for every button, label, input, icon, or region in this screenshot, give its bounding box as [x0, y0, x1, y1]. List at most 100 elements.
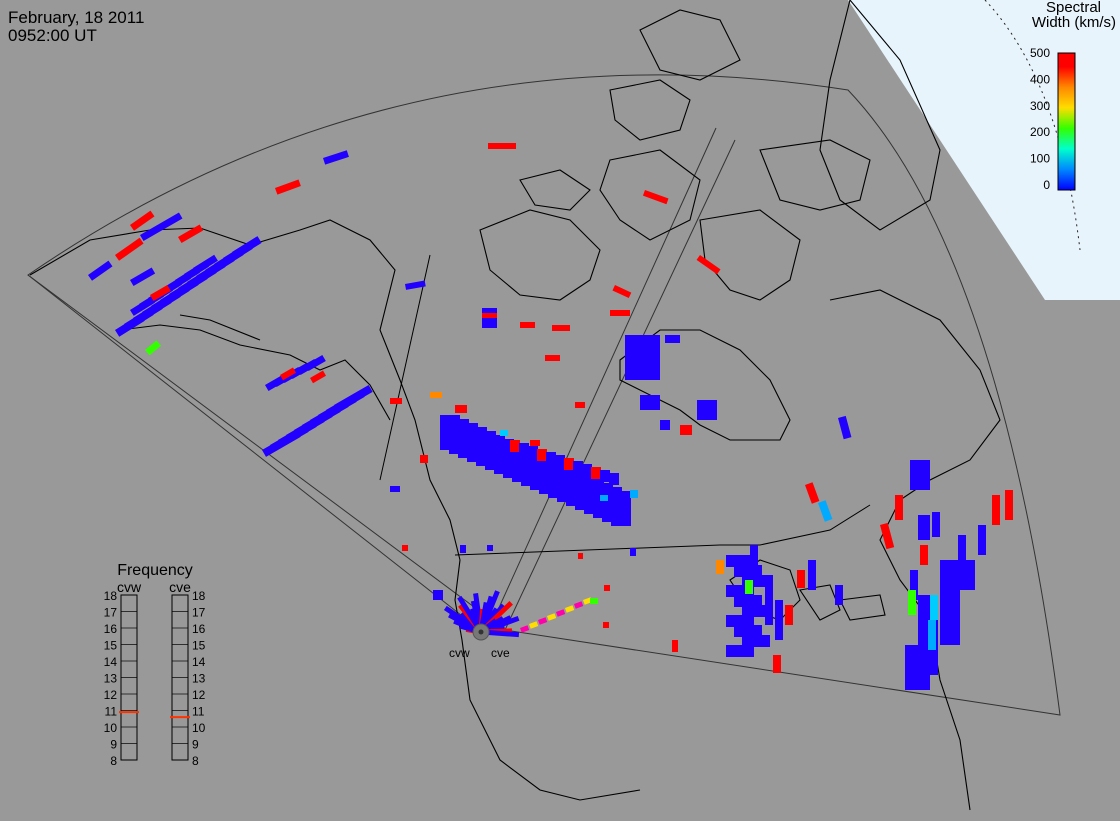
colorbar-tick-label: 300 [1030, 99, 1050, 113]
data-cell [734, 625, 762, 637]
data-cell [918, 515, 930, 540]
data-cell [488, 143, 516, 149]
data-cell [455, 405, 467, 413]
data-cell [726, 615, 754, 627]
frequency-title: Frequency [117, 562, 193, 579]
data-cell [920, 545, 928, 565]
data-cell [600, 470, 610, 482]
data-cell [604, 585, 610, 591]
data-cell [660, 420, 670, 430]
frequency-scale-left-label: 13 [104, 672, 118, 686]
data-cell [545, 355, 560, 361]
data-cell [742, 605, 770, 617]
data-cell [402, 545, 408, 551]
data-cell [537, 449, 547, 461]
data-cell [420, 455, 428, 463]
data-cell [680, 425, 692, 435]
data-cell [140, 212, 183, 242]
frequency-scale-left-label: 9 [110, 738, 117, 752]
colorbar: 500 400 300 200 100 0 [1030, 46, 1076, 192]
data-cell [520, 625, 530, 633]
frequency-scale-right-label: 18 [192, 589, 206, 603]
data-cell [726, 645, 754, 657]
data-cell [390, 398, 402, 404]
frequency-scale-right-label: 9 [192, 738, 199, 752]
data-cell [591, 467, 601, 479]
time-label: 0952:00 UT [8, 26, 97, 45]
data-cell [835, 585, 843, 605]
data-cell [304, 355, 326, 372]
frequency-scale-right-label: 10 [192, 721, 206, 735]
frequency-scale-right-label: 14 [192, 655, 206, 669]
data-cell [582, 464, 592, 476]
data-cell [908, 590, 916, 615]
data-cell [578, 553, 583, 559]
frequency-scale-right-label: 16 [192, 622, 206, 636]
data-cell [625, 335, 660, 380]
frequency-scale-right-label: 11 [192, 705, 205, 719]
date-label: February, 18 2011 [8, 8, 145, 27]
data-cell [178, 224, 204, 244]
data-cell [1005, 490, 1013, 520]
data-cell [773, 655, 781, 673]
colorbar-title-line2: Width (km/s) [1031, 14, 1116, 31]
radar-label-cvw: cvw [449, 646, 470, 660]
data-cell [734, 565, 762, 577]
data-cell [564, 458, 574, 470]
data-cell [930, 595, 938, 620]
data-cell [940, 590, 960, 645]
data-cell [529, 621, 539, 629]
data-cell [838, 415, 852, 440]
data-cell [546, 452, 556, 464]
frequency-gauge: Frequency cvw cve 18 18 17 17 16 16 15 15 14 14 13… [104, 562, 206, 768]
frequency-scale-left-label: 16 [104, 622, 118, 636]
data-cell [940, 560, 975, 590]
frequency-scale-left-label: 10 [104, 721, 118, 735]
data-cell [928, 620, 936, 650]
data-cell [556, 609, 566, 617]
data-cell [895, 495, 903, 520]
data-cell [611, 491, 631, 526]
data-cell [323, 150, 349, 165]
data-cell [630, 490, 638, 498]
data-cell [745, 580, 753, 594]
frequency-scale-right-label: 12 [192, 688, 206, 702]
data-cell [280, 367, 296, 381]
frequency-scale-left-label: 11 [105, 705, 118, 719]
frequency-scale-left-label: 12 [104, 688, 118, 702]
data-cell [992, 495, 1000, 525]
data-cell [538, 617, 548, 625]
data-cell [805, 482, 820, 504]
data-cell [734, 595, 762, 607]
data-cell [274, 179, 301, 195]
colorbar-title-line1: Spectral [1045, 0, 1101, 16]
frequency-scale-right-label: 8 [192, 754, 199, 768]
data-cell [603, 622, 609, 628]
data-cell [665, 335, 680, 343]
frequency-scale-left-label: 17 [104, 606, 118, 620]
frequency-scale-right-label: 17 [192, 606, 206, 620]
frequency-scale-right-label: 13 [192, 672, 206, 686]
data-cell [487, 545, 493, 551]
data-cell [519, 443, 529, 455]
data-cell [114, 237, 144, 261]
data-cell [575, 402, 585, 408]
data-cell [640, 395, 660, 410]
data-cell [765, 575, 773, 625]
data-cell [500, 430, 508, 436]
data-cell [528, 446, 538, 458]
colorbar-tick-label: 0 [1043, 178, 1050, 192]
data-cell [88, 260, 113, 281]
latitude-circle [984, 0, 1081, 251]
data-cell [978, 525, 986, 555]
data-cell [510, 440, 520, 452]
data-cell [565, 605, 575, 613]
colorbar-tick-label: 500 [1030, 46, 1050, 60]
colorbar-tick-label: 100 [1030, 152, 1050, 166]
radar-site-center [478, 629, 484, 635]
data-cell [333, 385, 373, 412]
data-cell [232, 236, 262, 259]
data-cell [910, 460, 930, 490]
data-cell [785, 605, 793, 625]
radar-label-cve: cve [491, 646, 510, 660]
